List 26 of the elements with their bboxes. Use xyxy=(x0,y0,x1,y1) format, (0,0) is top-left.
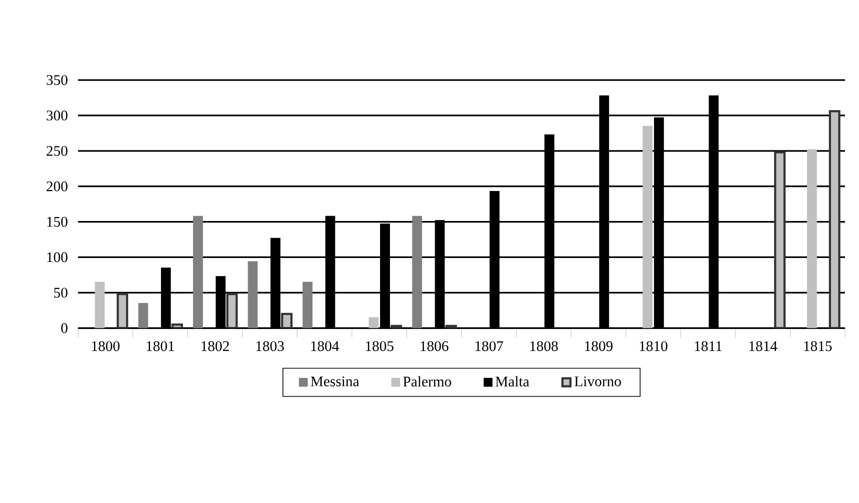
x-tick-label: 1804 xyxy=(311,341,340,352)
x-tick-label: 1809 xyxy=(585,341,613,352)
y-tick-label: 100 xyxy=(47,252,68,262)
x-tick-label: 1802 xyxy=(202,341,229,352)
x-tick-label: 1811 xyxy=(694,341,722,352)
y-tick-label: 200 xyxy=(46,181,68,192)
legend-label: Palermo xyxy=(403,376,452,387)
y-tick-label: 350 xyxy=(46,75,68,86)
x-tick-label: 1801 xyxy=(146,341,174,352)
y-tick-label: 250 xyxy=(46,146,68,156)
y-tick-label: 300 xyxy=(46,110,68,120)
legend-label: Messina xyxy=(310,376,360,386)
y-tick-label: 150 xyxy=(47,216,68,227)
x-tick-label: 1805 xyxy=(366,341,394,352)
x-tick-label: 1806 xyxy=(420,341,448,352)
x-tick-label: 1800 xyxy=(92,341,120,352)
x-tick-label: 1808 xyxy=(530,341,558,352)
y-tick-label: 0 xyxy=(61,323,68,334)
legend-label: Livorno xyxy=(574,376,621,386)
x-tick-label: 1803 xyxy=(256,341,284,352)
y-tick-label: 50 xyxy=(54,288,68,298)
x-tick-label: 1814 xyxy=(749,341,778,352)
x-tick-label: 1815 xyxy=(804,341,832,352)
x-tick-label: 1810 xyxy=(640,341,668,352)
x-tick-label: 1807 xyxy=(476,341,504,352)
legend-label: Malta xyxy=(496,376,530,387)
